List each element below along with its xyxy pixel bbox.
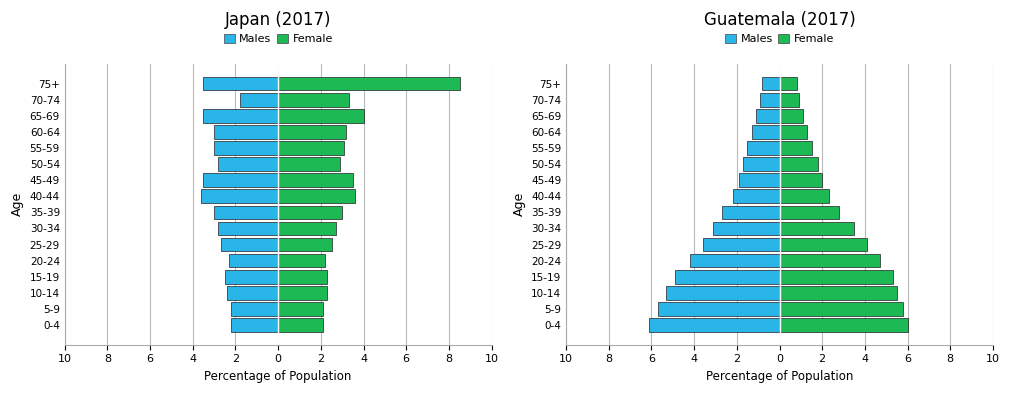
Bar xyxy=(722,206,779,219)
Bar xyxy=(779,190,829,203)
Bar xyxy=(714,221,779,235)
Bar xyxy=(703,238,779,251)
Bar xyxy=(218,221,278,235)
Y-axis label: Age: Age xyxy=(513,192,526,216)
Bar xyxy=(278,238,332,251)
Bar xyxy=(779,173,822,187)
Bar xyxy=(278,270,328,284)
Bar xyxy=(779,157,818,171)
Bar xyxy=(278,302,323,316)
Bar xyxy=(649,318,779,332)
Bar xyxy=(229,254,278,268)
Bar xyxy=(224,270,278,284)
Bar xyxy=(779,270,893,284)
Bar xyxy=(690,254,779,268)
Bar xyxy=(278,254,326,268)
Bar xyxy=(278,190,355,203)
Bar xyxy=(278,286,328,300)
Bar xyxy=(762,77,779,91)
Bar xyxy=(278,109,364,123)
Bar xyxy=(747,141,779,155)
Bar xyxy=(779,286,897,300)
Bar xyxy=(675,270,779,284)
Bar xyxy=(733,190,779,203)
Bar xyxy=(214,125,278,139)
Bar xyxy=(779,254,880,268)
Bar xyxy=(232,318,278,332)
Bar xyxy=(779,125,807,139)
Bar xyxy=(278,157,340,171)
Bar xyxy=(779,206,839,219)
Bar xyxy=(218,157,278,171)
Bar xyxy=(752,125,779,139)
Bar xyxy=(278,125,347,139)
Bar xyxy=(779,77,797,91)
Y-axis label: Age: Age xyxy=(11,192,24,216)
Bar xyxy=(779,238,867,251)
Bar xyxy=(278,93,349,106)
Bar xyxy=(214,141,278,155)
Bar xyxy=(779,141,812,155)
Bar xyxy=(278,141,345,155)
Bar xyxy=(779,93,799,106)
Bar xyxy=(214,206,278,219)
Bar xyxy=(203,173,278,187)
Bar xyxy=(756,109,779,123)
Bar xyxy=(743,157,779,171)
Bar xyxy=(779,318,908,332)
Bar xyxy=(203,77,278,91)
Bar xyxy=(278,206,342,219)
X-axis label: Percentage of Population: Percentage of Population xyxy=(706,370,853,383)
Bar xyxy=(658,302,779,316)
Bar xyxy=(278,318,323,332)
Title: Japan (2017): Japan (2017) xyxy=(224,11,332,29)
Bar xyxy=(739,173,779,187)
Bar xyxy=(201,190,278,203)
X-axis label: Percentage of Population: Percentage of Population xyxy=(204,370,352,383)
Bar xyxy=(779,221,854,235)
Bar xyxy=(278,173,353,187)
Bar xyxy=(278,221,336,235)
Bar xyxy=(220,238,278,251)
Bar xyxy=(203,109,278,123)
Bar xyxy=(232,302,278,316)
Legend: Males, Female: Males, Female xyxy=(723,32,836,46)
Bar xyxy=(779,302,903,316)
Title: Guatemala (2017): Guatemala (2017) xyxy=(704,11,855,29)
Bar xyxy=(278,77,460,91)
Legend: Males, Female: Males, Female xyxy=(221,32,335,46)
Bar xyxy=(226,286,278,300)
Bar xyxy=(779,109,803,123)
Bar xyxy=(240,93,278,106)
Bar xyxy=(666,286,779,300)
Bar xyxy=(760,93,779,106)
